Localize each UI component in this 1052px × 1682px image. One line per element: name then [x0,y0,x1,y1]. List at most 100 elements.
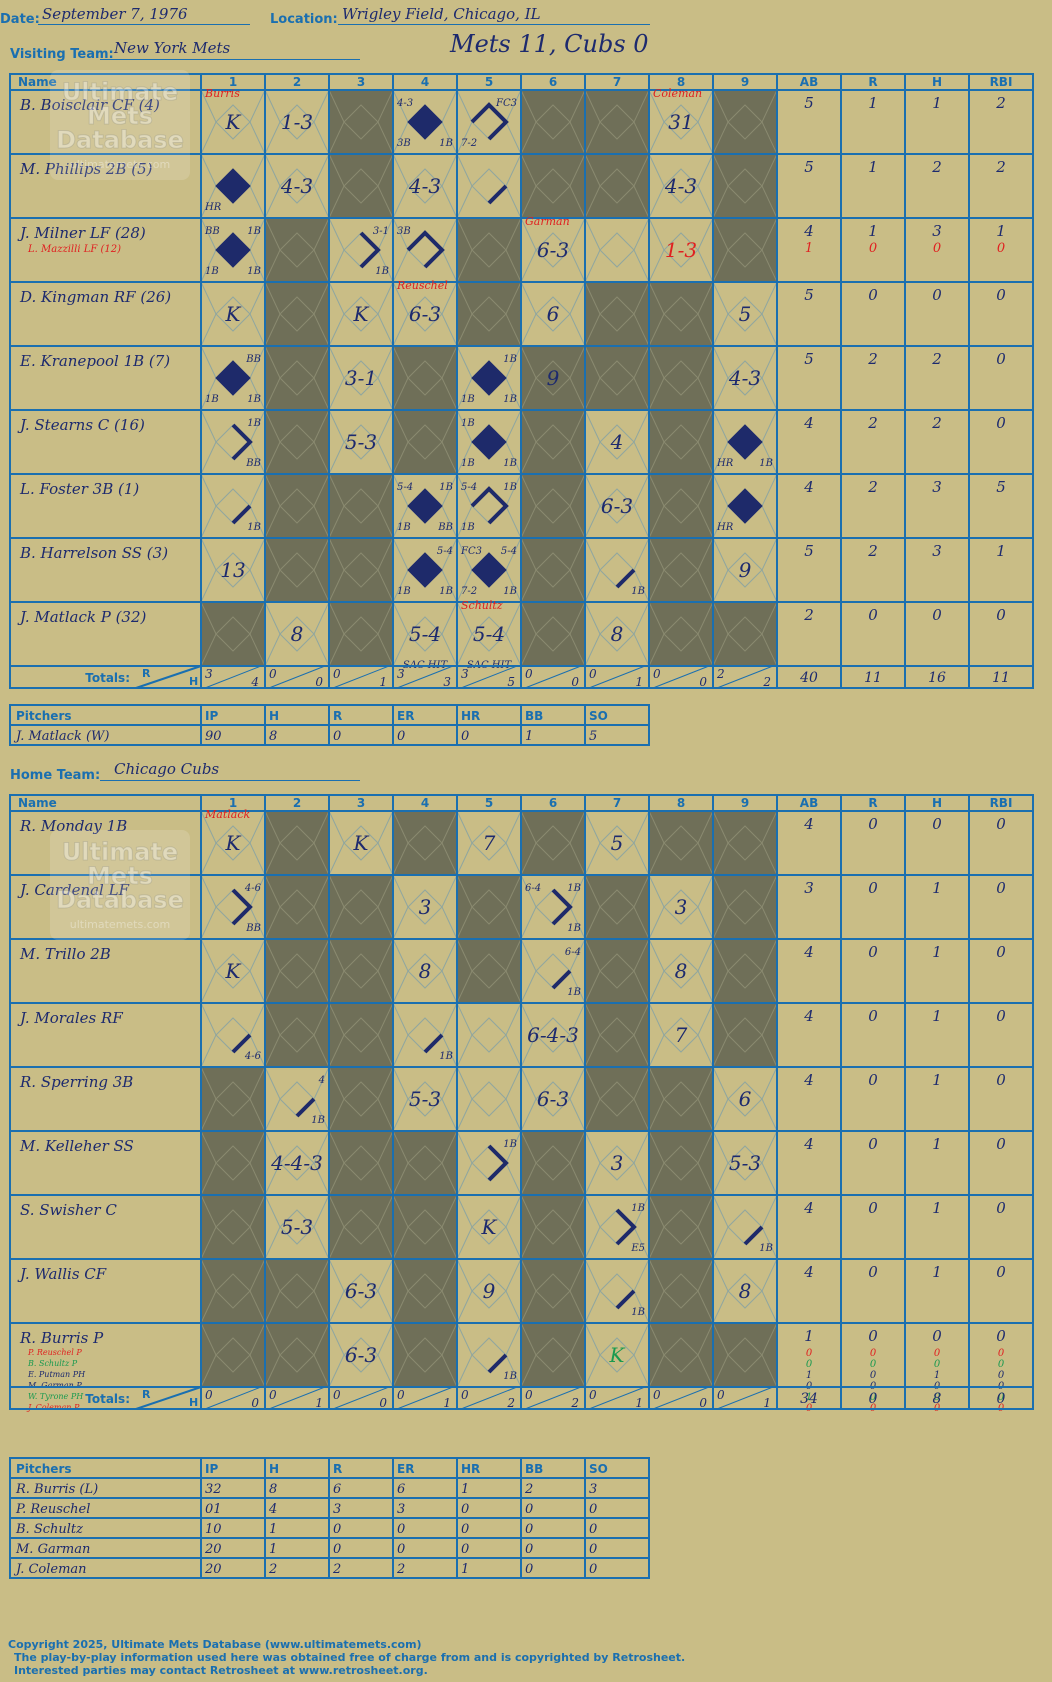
diamond [407,825,443,861]
diamond-guide [313,633,330,667]
inning-cell [585,90,649,154]
diamond-guide [313,121,330,155]
diamond-guide [648,153,665,187]
diamond-guide [761,633,778,667]
diamond [279,104,315,140]
pitcher-stat: 20 [204,1562,222,1577]
diamond-guide [200,1194,217,1228]
diamond-guide [264,569,281,603]
diamond-guide [520,377,537,411]
diamond-guide [200,1162,217,1196]
diamond-guide [761,906,778,940]
diamond-guide [328,601,345,635]
player-stat: 0 [932,815,942,833]
diamond [727,552,763,588]
play-note: HR [204,202,222,213]
stat-column-header: AB [800,796,818,810]
substitute-name: L. Mazzilli LF (12) [27,244,121,255]
diamond-guide [584,938,601,972]
diamond [343,232,379,268]
diamond-guide [584,1098,601,1132]
diamond-guide [264,409,281,443]
substitute-stat: 0 [806,1359,813,1370]
pitcher-stat: 1 [525,729,533,744]
inning-cell [201,1067,265,1131]
diamond-guide [584,1066,601,1100]
diamond-guide [377,377,394,411]
diamond-guide [633,121,650,155]
diamond-guide [712,89,729,123]
diamond-guide [697,842,714,876]
diamond [535,488,571,524]
diamond-guide [505,1098,522,1132]
diamond [215,953,251,989]
diamond [535,953,571,989]
location-value: Wrigley Field, Chicago, IL [342,5,541,23]
watermark-text: Database [56,886,184,914]
diamond-guide [249,313,266,347]
diamond [215,552,251,588]
diamond-guide [761,537,778,571]
player-stat: 3 [804,879,814,897]
diamond [279,616,315,652]
diamond-guide [584,281,601,315]
diamond [599,552,635,588]
player-stat: 1 [932,1135,942,1153]
pitcher-stat: 1 [269,1542,277,1557]
diamond-guide [520,249,537,283]
diamond [471,488,507,524]
diamond-guide [697,121,714,155]
player-stat: 1 [996,542,1006,560]
diamond-guide [584,633,601,667]
diamond [279,360,315,396]
diamond-guide [505,121,522,155]
diamond-guide [505,537,522,571]
total-stat: 11 [992,670,1010,686]
diamond-guide [328,217,345,251]
diamond [215,1081,251,1117]
pitchers-column-header: BB [525,709,543,723]
player-stat: 2 [931,158,942,176]
visiting-team-label: Visiting Team: [10,47,114,62]
inning-cell [457,939,521,1003]
pitcher-stat: 0 [525,1562,533,1577]
diamond [727,1081,763,1117]
diamond-guide [313,89,330,123]
play-note: BB [245,923,261,934]
diamond-guide [392,505,409,539]
diamond-guide [392,1354,409,1388]
diamond-guide [648,409,665,443]
diamond-guide [648,377,665,411]
inning-cell [265,346,329,410]
diamond-guide [249,121,266,155]
diamond-guide [200,810,217,844]
inning-runs: 0 [589,667,597,681]
diamond-guide [569,633,586,667]
diamond-guide [328,1258,345,1292]
diamond-guide [633,1354,650,1388]
diamond-guide [456,345,473,379]
play-result: 8 [675,959,688,983]
inning-hits: 0 [251,1396,259,1410]
player-stat: 0 [868,1135,878,1153]
diamond-guide [249,89,266,123]
diamond-guide [200,1034,217,1068]
inning-cell [393,811,457,875]
diamond [727,1017,763,1053]
diamond-guide [697,345,714,379]
diamond-guide [584,345,601,379]
diamond-guide [328,249,345,283]
diamond [471,1273,507,1309]
diamond [407,1209,443,1245]
diamond-guide [264,505,281,539]
run-scored-diamond [471,424,507,460]
inning-cell [393,410,457,474]
diamond [215,889,251,925]
diamond-guide [633,1098,650,1132]
diamond-guide [328,810,345,844]
player-stat: 0 [868,1071,878,1089]
game-result: Mets 11, Cubs 0 [450,30,649,58]
diamond-guide [313,601,330,635]
diamond [663,552,699,588]
diamond-guide [377,537,394,571]
